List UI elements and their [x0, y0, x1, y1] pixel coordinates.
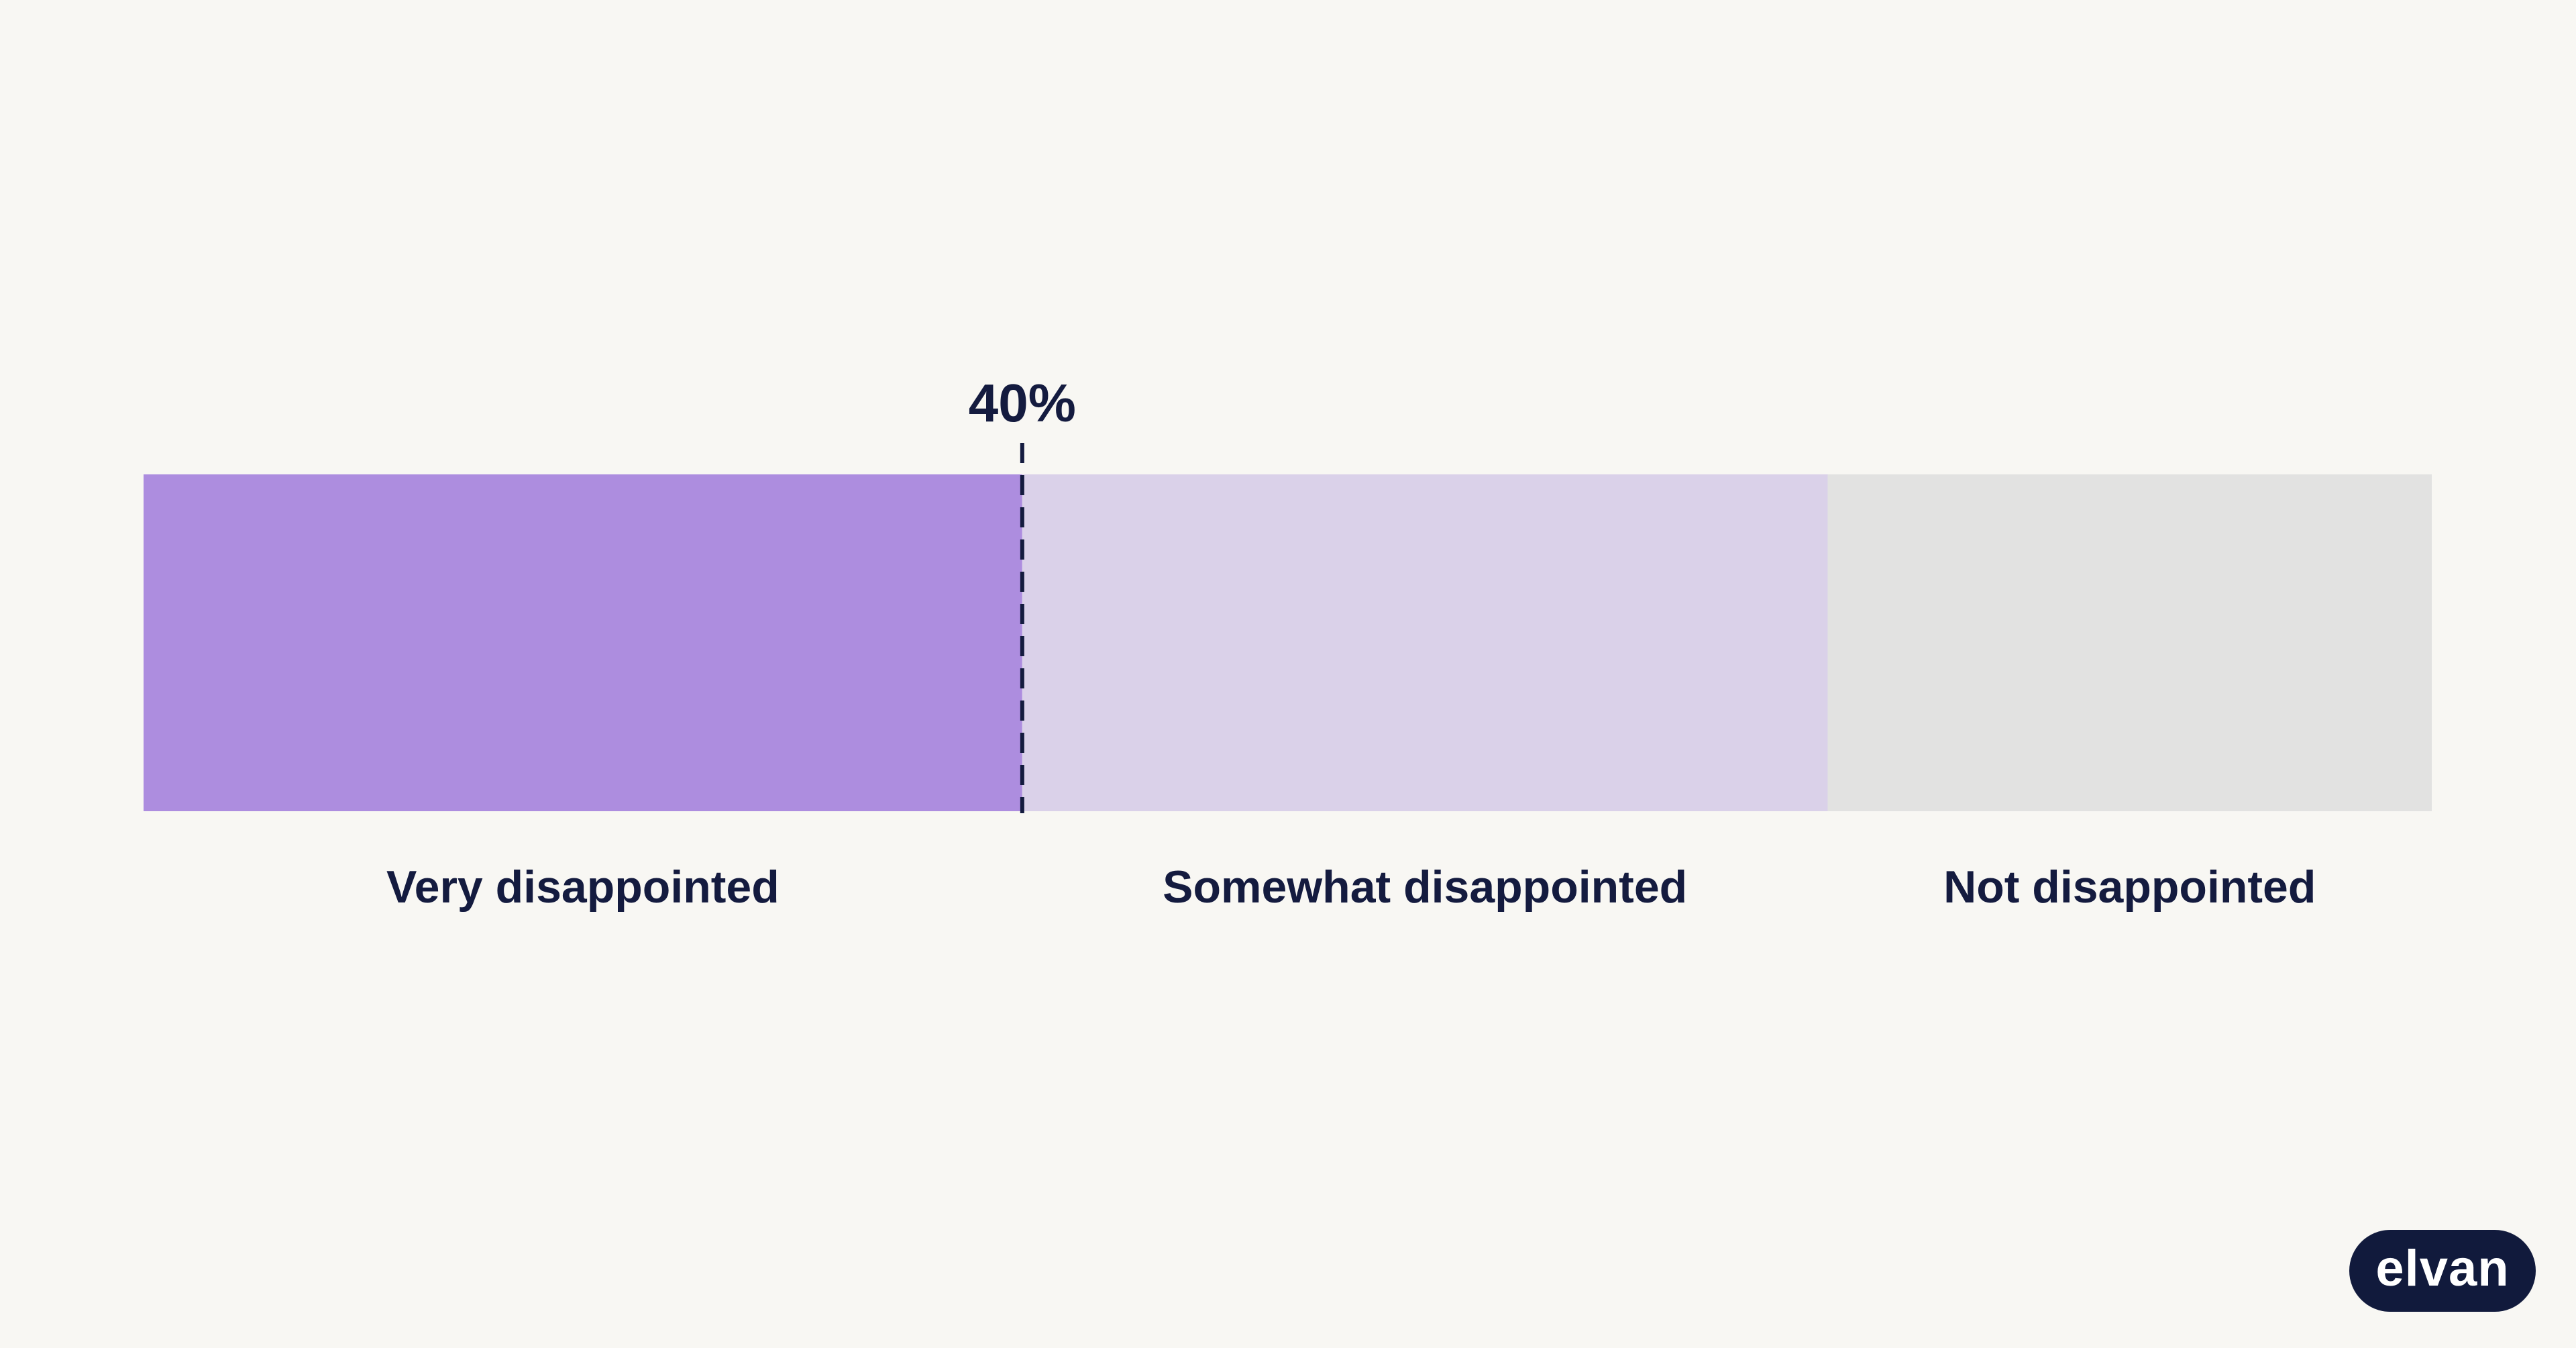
elvan-logo: elvan	[2349, 1230, 2536, 1312]
bar-segment-somewhat-disappointed	[1022, 474, 1828, 811]
segment-label-very-disappointed: Very disappointed	[386, 862, 780, 913]
threshold-label: 40%	[969, 373, 1076, 433]
segment-label-not-disappointed: Not disappointed	[1943, 862, 2316, 913]
bar-segments	[144, 474, 2432, 811]
segment-label-somewhat-disappointed: Somewhat disappointed	[1163, 862, 1687, 913]
brand-name: elvan	[2375, 1240, 2510, 1297]
bar-segment-very-disappointed	[144, 474, 1022, 811]
bar-segment-not-disappointed	[1827, 474, 2432, 811]
segment-labels: Very disappointed Somewhat disappointed No…	[386, 862, 2316, 913]
